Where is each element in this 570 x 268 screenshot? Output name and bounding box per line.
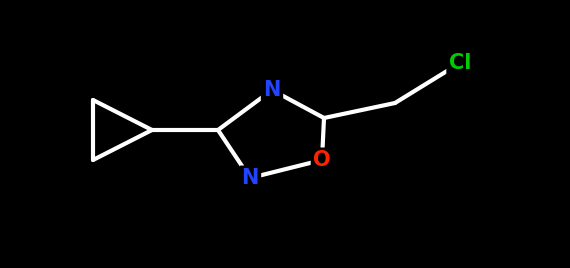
Text: N: N xyxy=(241,168,259,188)
Text: Cl: Cl xyxy=(449,53,471,73)
Text: O: O xyxy=(313,150,331,170)
Text: N: N xyxy=(263,80,280,100)
